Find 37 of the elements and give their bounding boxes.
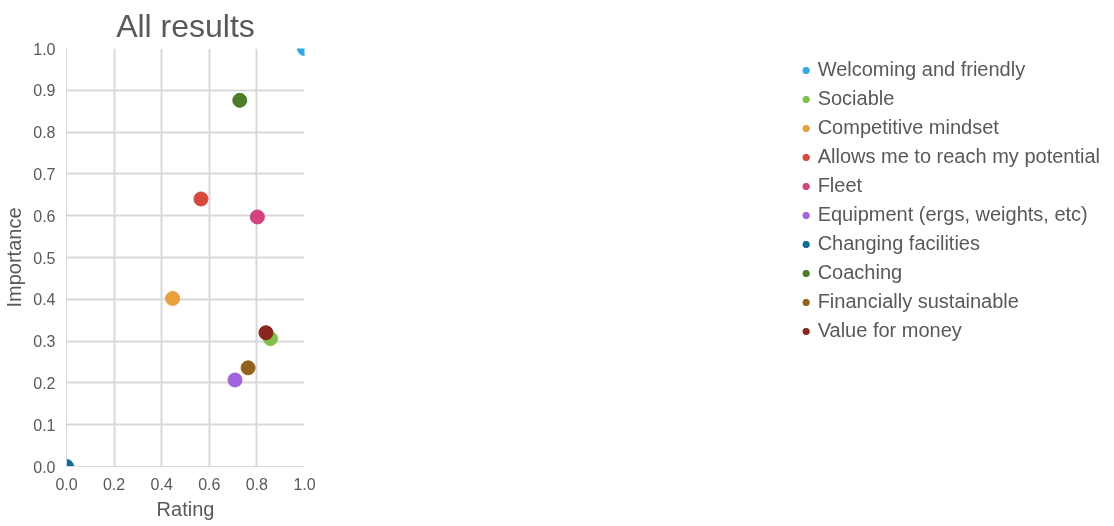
chart-title: All results bbox=[116, 7, 255, 44]
point bbox=[165, 290, 181, 306]
x-tick-label: 0.0 bbox=[55, 475, 78, 493]
x-tick-label: 1.0 bbox=[293, 475, 316, 493]
y-tick-label: 0.4 bbox=[33, 291, 56, 309]
legend-label: Allows me to reach my potential bbox=[817, 145, 1100, 168]
legend-label: Financially sustainable bbox=[817, 290, 1019, 313]
point bbox=[193, 191, 209, 207]
y-tick-label: 1.0 bbox=[33, 40, 56, 58]
y-tick-label: 0.2 bbox=[33, 374, 56, 392]
legend-label: Value for money bbox=[817, 319, 962, 342]
point bbox=[249, 209, 265, 225]
x-tick-label: 0.2 bbox=[102, 475, 126, 493]
y-tick-label: 0.6 bbox=[33, 207, 56, 225]
legend-label: Changing facilities bbox=[817, 232, 980, 255]
y-tick-label: 0.1 bbox=[33, 416, 56, 434]
legend-label: Equipment (ergs, weights, etc) bbox=[817, 203, 1088, 226]
legend-label: Sociable bbox=[817, 87, 895, 110]
x-tick-label: 0.8 bbox=[245, 475, 269, 493]
y-tick-label: 0.3 bbox=[33, 333, 56, 351]
point bbox=[240, 360, 256, 376]
y-tick-label: 0.7 bbox=[33, 165, 56, 183]
y-tick-label: 0.9 bbox=[33, 82, 56, 100]
legend-label: Fleet bbox=[817, 174, 863, 197]
y-tick-label: 0.8 bbox=[33, 124, 56, 142]
point bbox=[227, 372, 243, 388]
y-tick-label: 0.5 bbox=[33, 249, 56, 267]
y-tick-label: 0.0 bbox=[33, 458, 56, 476]
point bbox=[232, 92, 248, 108]
legend-label: Coaching bbox=[817, 261, 903, 284]
legend-label: Competitive mindset bbox=[817, 116, 999, 139]
x-tick-label: 0.6 bbox=[198, 475, 221, 493]
x-tick-label: 0.4 bbox=[150, 475, 173, 493]
legend-label: Welcoming and friendly bbox=[817, 58, 1026, 81]
y-axis-title: Importance bbox=[3, 207, 26, 308]
x-axis-title: Rating bbox=[156, 497, 215, 520]
point bbox=[258, 325, 274, 341]
